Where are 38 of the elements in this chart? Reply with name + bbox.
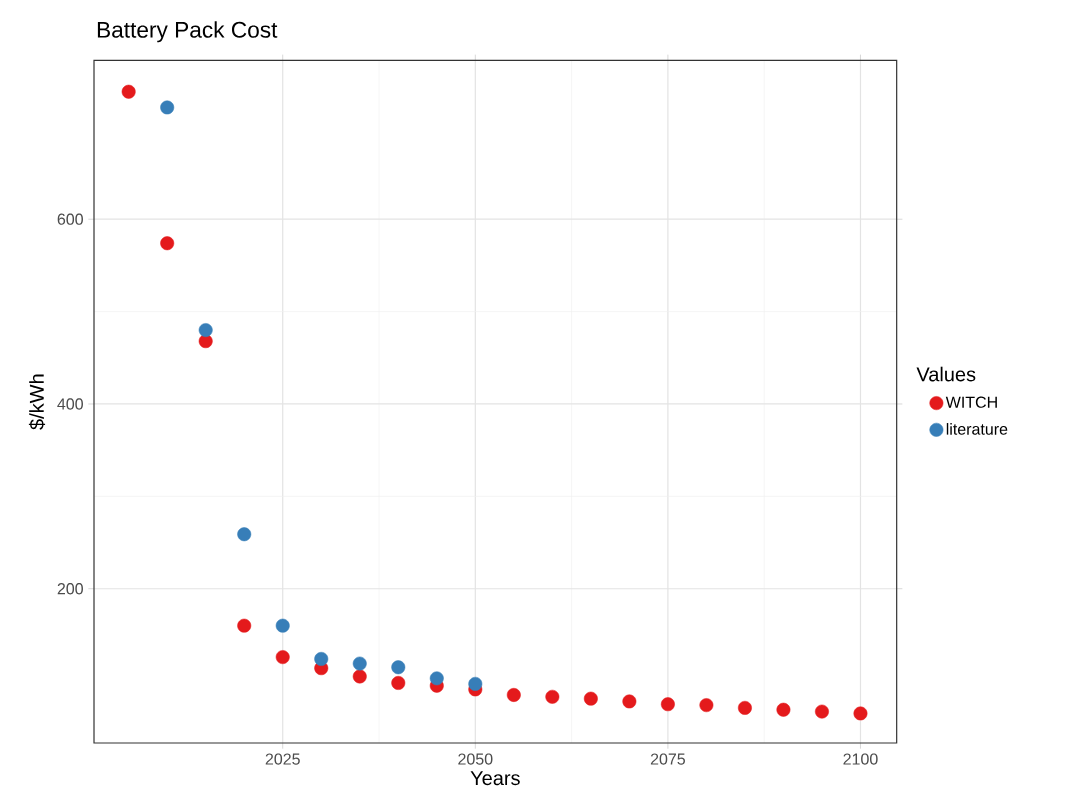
x-tick-label: 2075 [650,753,685,765]
point [853,706,868,721]
point [429,671,444,686]
point [699,698,714,713]
point [391,660,406,675]
point [660,697,675,712]
legend-title: Values [916,366,976,382]
point [506,688,521,702]
point [121,84,136,99]
point [275,650,290,665]
point [314,652,329,666]
point [237,618,252,633]
point [198,323,213,338]
y-axis-title: $/kWh [28,374,46,430]
x-tick-label: 2025 [265,753,300,765]
chart-title: Battery Pack Cost [97,21,278,43]
legend-label: literature [946,423,1008,435]
y-tick-label: 200 [57,583,83,595]
point [160,236,175,251]
point [583,691,598,706]
legend-label: WITCH [945,396,997,408]
y-tick-label: 400 [57,398,83,410]
point [737,700,752,715]
point [275,618,290,633]
y-tick-label: 600 [57,213,83,225]
point [545,689,560,704]
x-tick-label: 2050 [458,753,493,765]
point [160,100,175,115]
point [815,704,829,719]
point [468,676,483,691]
point [776,702,791,717]
point [391,676,406,690]
point [622,694,637,709]
x-axis-title: Years [470,771,520,786]
x-tick-label: 2100 [843,753,878,765]
point [352,656,367,671]
point [352,669,367,684]
point [237,527,252,542]
